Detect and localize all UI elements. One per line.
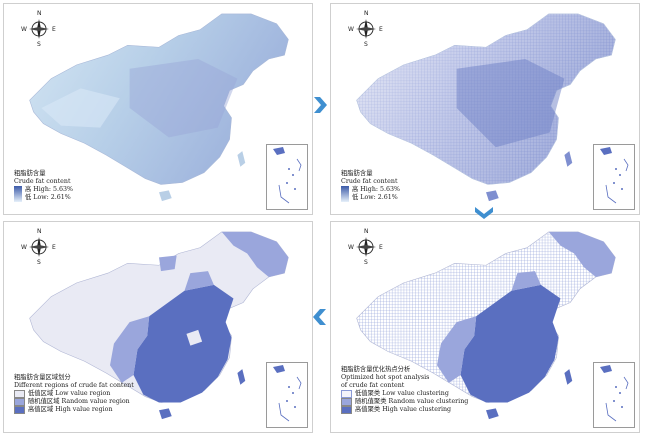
legend-high: 高 High: 5.63% [352,186,401,193]
left-arrow-icon [312,308,328,326]
down-arrow-icon [474,205,494,219]
china-map-regions [29,231,289,420]
gradient-swatch [341,186,349,202]
legend-title-en: Crude fat content [341,178,398,185]
legend-title-en-line2: of crude fat content [341,382,405,389]
legend: 粗脂肪含量优化热点分析 Optimized hot spot analysis … [341,366,468,414]
legend-high: 高 High: 5.63% [25,186,74,193]
compass-west-label: W [348,26,354,33]
china-map-grid [356,13,616,202]
compass-east-label: E [379,244,383,251]
legend-item-random: 随机值区域 Random value region [14,398,134,406]
compass-south-label: S [364,41,368,48]
compass-west-label: W [21,244,27,251]
legend-title-en: Crude fat content [14,178,71,185]
compass-rose-icon: N S W E [348,228,383,266]
compass-south-label: S [364,259,368,266]
compass-north-label: N [364,10,369,17]
compass-east-label: E [52,26,56,33]
compass-rose-icon: N S W E [21,228,56,266]
right-arrow-icon [312,96,328,114]
legend-title-cn: 粗脂肪含量区域划分 [14,374,71,381]
legend-item-low: 低值聚类 Low value clustering [341,390,468,398]
legend: 粗脂肪含量 Crude fat content 高 High: 5.63% 低 … [14,170,73,202]
map-panel-hotspot-analysis: N S W E 粗脂肪含量优化热点分析 Optimized hot spot a… [330,221,640,433]
compass-rose-icon: N S W E [21,10,56,48]
legend-item-random: 随机值聚类 Random value clustering [341,398,468,406]
legend-title-cn: 粗脂肪含量 [14,170,46,177]
south-china-sea-inset [593,362,635,428]
compass-east-label: E [52,244,56,251]
south-china-sea-inset [266,362,308,428]
legend-title-en: Different regions of crude fat content [14,382,134,389]
map-panel-crude-fat: N S W E 粗脂肪含量 Crude fat content 高 High: … [3,3,313,215]
legend-title-cn: 粗脂肪含量 [341,170,373,177]
china-map-hotspot [356,231,616,420]
legend-item-high: 高值区域 High value region [14,406,134,414]
compass-north-label: N [37,10,42,17]
compass-rose-icon: N S W E [348,10,383,48]
legend: 粗脂肪含量区域划分 Different regions of crude fat… [14,374,134,414]
compass-west-label: W [348,244,354,251]
legend-item-low: 低值区域 Low value region [14,390,134,398]
compass-north-label: N [364,228,369,235]
legend-title-en-line1: Optimized hot spot analysis [341,374,430,381]
legend: 粗脂肪含量 Crude fat content 高 High: 5.63% 低 … [341,170,400,202]
legend-item-high: 高值聚类 High value clustering [341,406,468,414]
china-map [29,13,289,202]
map-panel-region-division: N S W E 粗脂肪含量区域划分 Different regions of c… [3,221,313,433]
compass-south-label: S [37,41,41,48]
compass-east-label: E [379,26,383,33]
compass-south-label: S [37,259,41,266]
legend-low: 低 Low: 2.61% [352,194,398,201]
compass-north-label: N [37,228,42,235]
south-china-sea-inset [593,144,635,210]
legend-low: 低 Low: 2.61% [25,194,71,201]
map-panel-crude-fat-grid: N S W E 粗脂肪含量 Crude fat content 高 High: … [330,3,640,215]
south-china-sea-inset [266,144,308,210]
gradient-swatch [14,186,22,202]
legend-title-cn: 粗脂肪含量优化热点分析 [341,366,411,373]
compass-west-label: W [21,26,27,33]
